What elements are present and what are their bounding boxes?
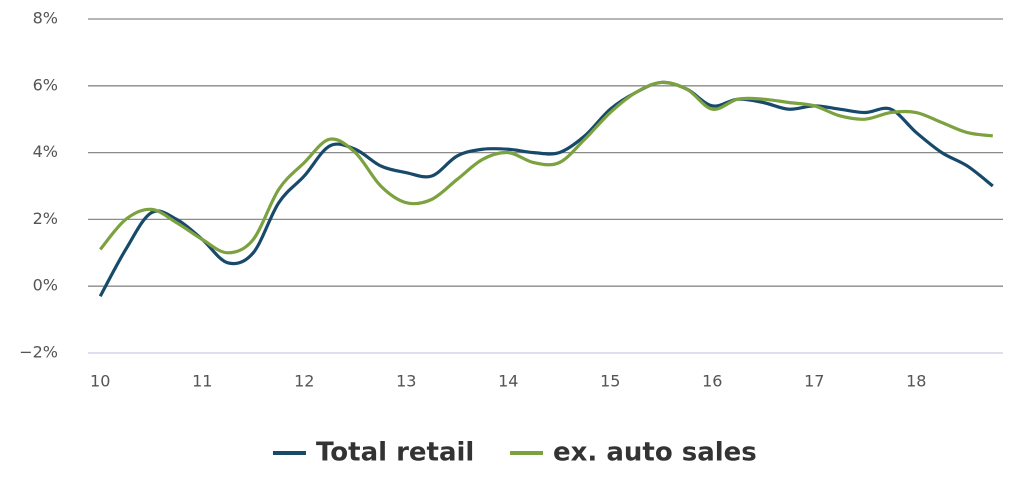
- x-tick-label: 15: [600, 372, 620, 391]
- x-tick-label: 18: [906, 372, 926, 391]
- y-tick-label: 4%: [33, 142, 58, 161]
- y-tick-label: 0%: [33, 276, 58, 295]
- series-line: [99, 80, 994, 255]
- x-tick-label: 10: [90, 372, 110, 391]
- x-tick-label: 12: [294, 372, 314, 391]
- legend-label: Total retail: [316, 438, 474, 468]
- y-tick-label: 8%: [33, 9, 58, 28]
- x-tick-label: 11: [192, 372, 212, 391]
- x-tick-label: 16: [702, 372, 722, 391]
- legend-label: ex. auto sales: [553, 438, 757, 468]
- x-tick-label: 17: [804, 372, 824, 391]
- x-tick-label: 13: [396, 372, 416, 391]
- y-tick-label: 2%: [33, 209, 58, 228]
- x-tick-label: 14: [498, 372, 518, 391]
- series-line: [98, 80, 994, 297]
- y-tick-label: 6%: [33, 75, 58, 94]
- y-tick-label: −2%: [19, 343, 58, 362]
